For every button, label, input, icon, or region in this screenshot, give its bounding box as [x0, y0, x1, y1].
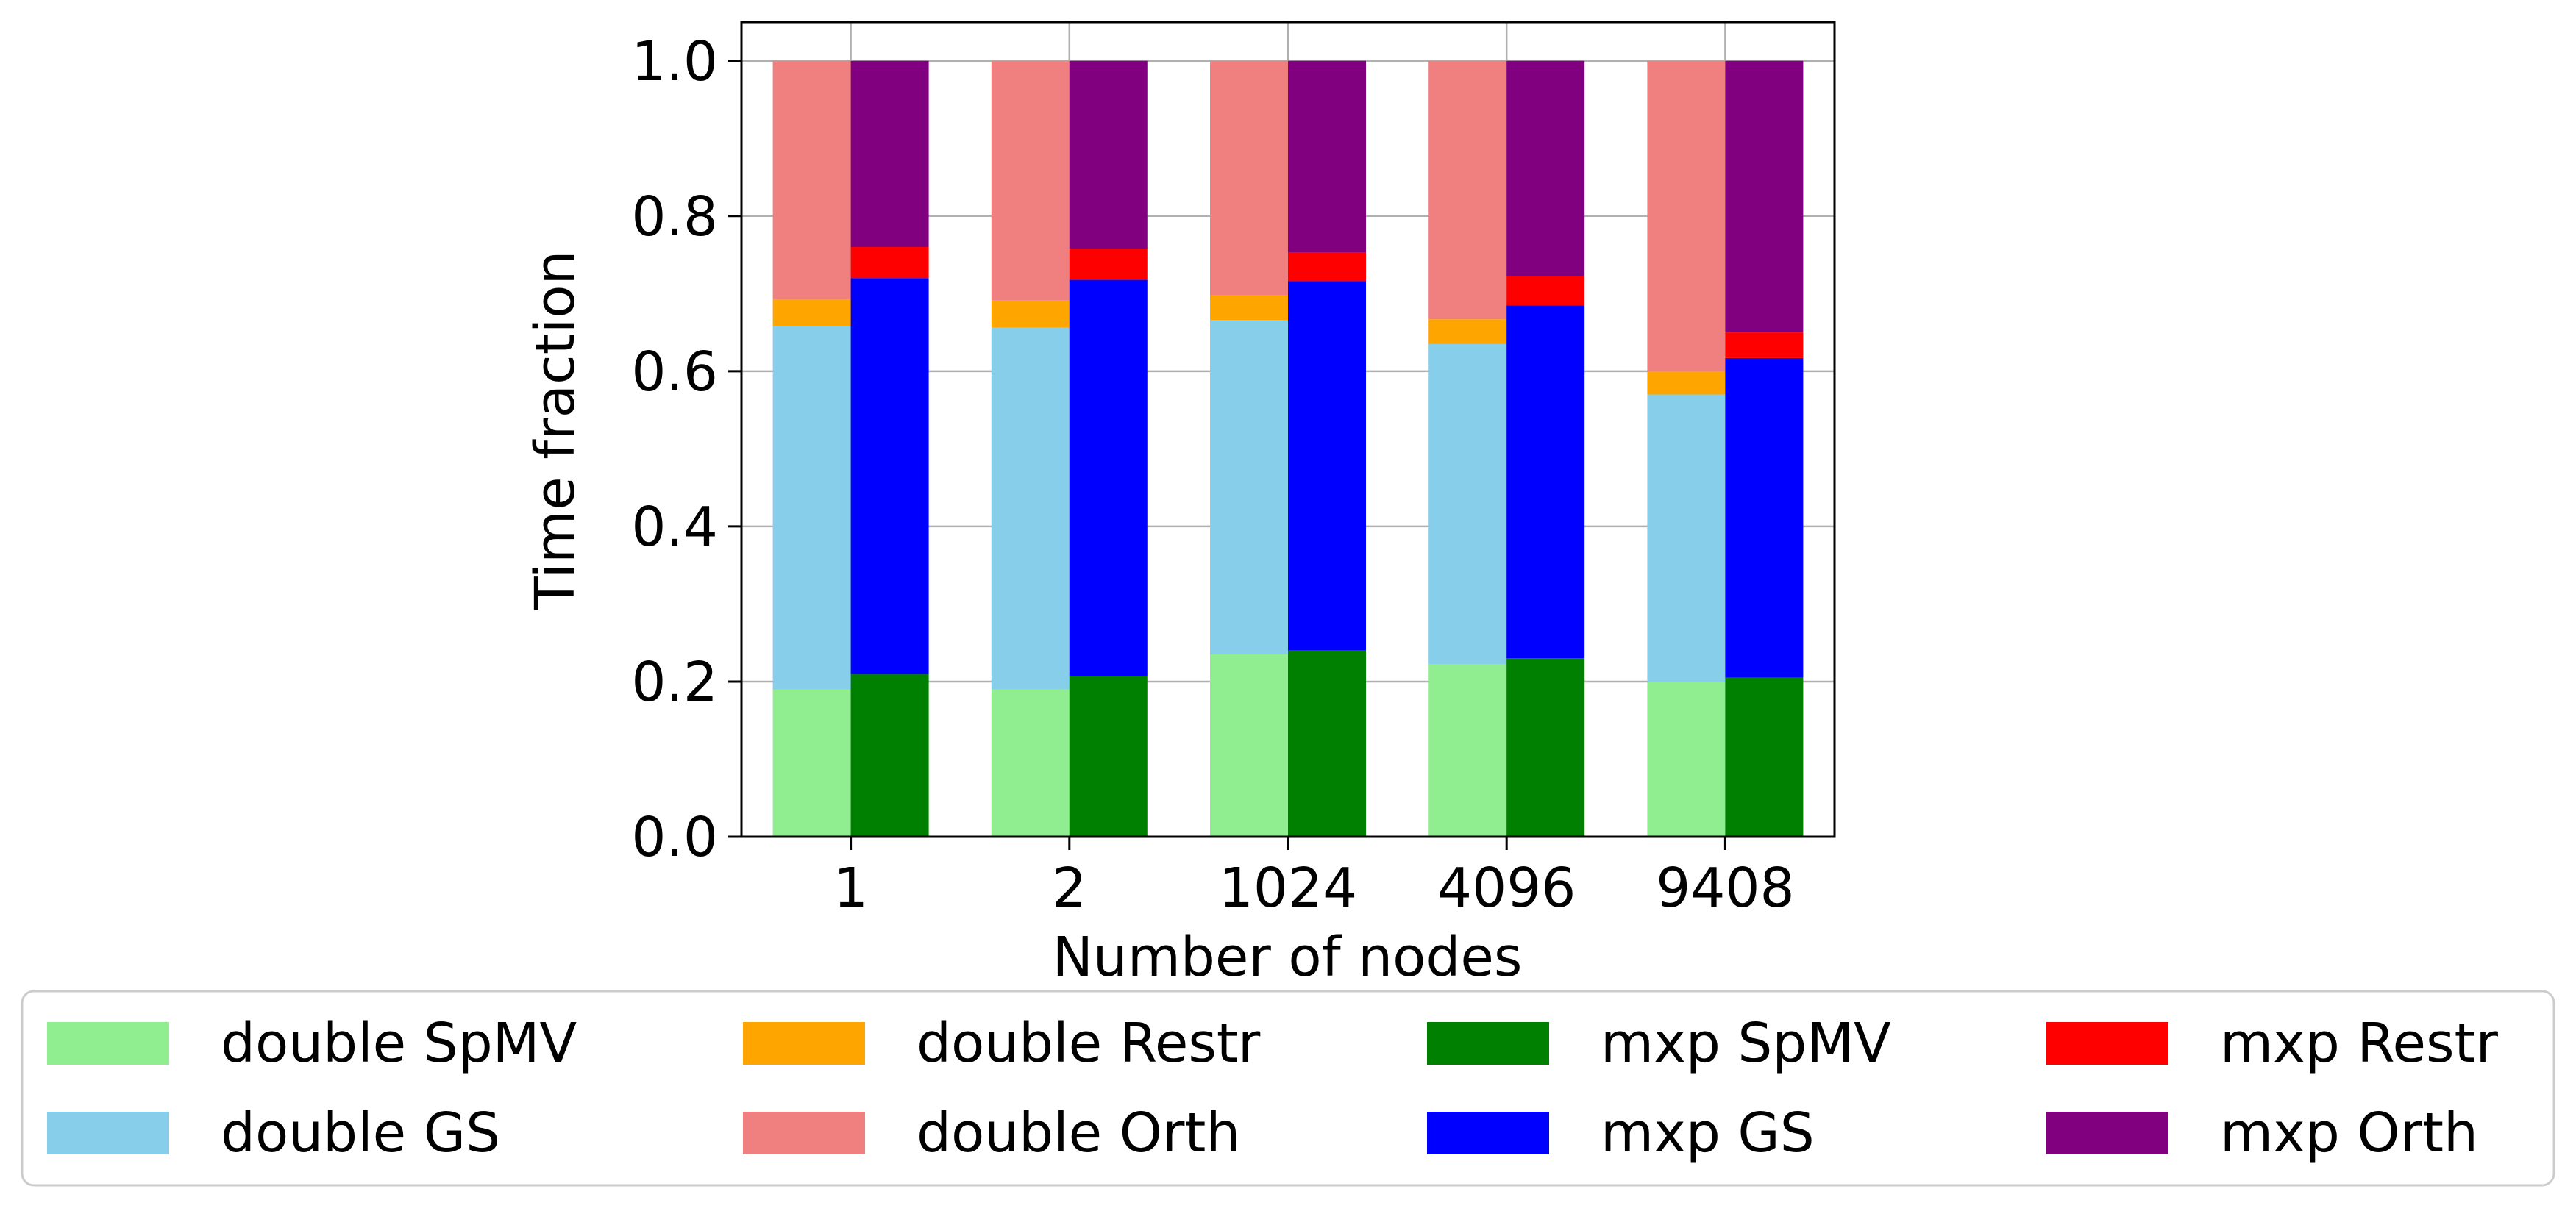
y-tick-label: 1.0: [631, 30, 718, 93]
bar-double-spmv-9408: [1647, 681, 1726, 837]
bar-mxp-restr-1024: [1288, 252, 1366, 282]
legend-label-double-gs: double GS: [221, 1101, 500, 1165]
bar-mxp-restr-1: [850, 247, 929, 279]
bar-double-gs-1024: [1210, 320, 1288, 655]
bar-double-restr-9408: [1647, 371, 1726, 395]
y-tick-label: 0.8: [631, 185, 718, 249]
bar-mxp-spmv-4096: [1506, 658, 1585, 837]
legend-swatch-double-spmv: [47, 1022, 169, 1065]
bar-double-spmv-1024: [1210, 654, 1288, 837]
bar-double-orth-4096: [1428, 60, 1507, 320]
legend-swatch-double-orth: [743, 1112, 865, 1154]
y-axis-label: Time fraction: [524, 251, 587, 611]
bar-mxp-gs-9408: [1725, 357, 1804, 678]
bar-mxp-restr-9408: [1725, 332, 1804, 358]
bar-mxp-spmv-2: [1069, 676, 1148, 837]
x-axis-label: Number of nodes: [1053, 926, 1523, 989]
bar-mxp-spmv-1024: [1288, 650, 1366, 837]
bar-mxp-restr-2: [1069, 249, 1148, 280]
bar-double-orth-2: [991, 60, 1070, 301]
legend-swatch-mxp-restr: [2046, 1022, 2168, 1065]
bar-double-restr-2: [991, 300, 1070, 328]
x-tick-label: 9408: [1656, 857, 1794, 920]
bar-double-spmv-1: [772, 689, 851, 837]
bar-double-gs-4096: [1428, 343, 1507, 665]
bar-mxp-spmv-1: [850, 674, 929, 837]
legend-label-double-orth: double Orth: [917, 1101, 1240, 1165]
legend-swatch-mxp-gs: [1427, 1112, 1549, 1154]
bar-double-orth-9408: [1647, 60, 1726, 371]
legend-swatch-double-restr: [743, 1022, 865, 1065]
x-tick-label: 4096: [1437, 857, 1576, 920]
bar-mxp-orth-2: [1069, 60, 1148, 249]
bar-mxp-restr-4096: [1506, 276, 1585, 306]
bar-double-restr-4096: [1428, 319, 1507, 344]
y-tick-label: 0.6: [631, 340, 718, 404]
x-tick-label: 1: [833, 857, 868, 920]
legend-label-mxp-spmv: mxp SpMV: [1601, 1012, 1891, 1075]
legend-label-mxp-restr: mxp Restr: [2220, 1012, 2499, 1075]
legend-label-double-restr: double Restr: [917, 1012, 1261, 1075]
y-tick-label: 0.0: [631, 806, 718, 869]
bar-double-orth-1024: [1210, 60, 1288, 296]
bar-mxp-gs-1024: [1288, 281, 1366, 651]
legend-label-double-spmv: double SpMV: [221, 1012, 577, 1075]
bar-mxp-orth-9408: [1725, 60, 1804, 333]
bar-mxp-gs-4096: [1506, 305, 1585, 659]
bars: [772, 60, 1804, 837]
legend-swatch-mxp-spmv: [1427, 1022, 1549, 1065]
bar-double-spmv-2: [991, 689, 1070, 837]
legend: double SpMV double Restr mxp SpMV mxp Restr…: [21, 990, 2555, 1187]
bar-mxp-orth-4096: [1506, 60, 1585, 276]
legend-swatch-mxp-orth: [2046, 1112, 2168, 1154]
legend-label-mxp-gs: mxp GS: [1601, 1101, 1815, 1165]
bar-double-spmv-4096: [1428, 664, 1507, 837]
legend-frame: [21, 990, 2555, 1187]
bar-mxp-orth-1: [850, 60, 929, 248]
bar-mxp-gs-2: [1069, 279, 1148, 676]
x-tick-label: 1024: [1219, 857, 1357, 920]
bar-mxp-gs-1: [850, 278, 929, 674]
bar-double-gs-2: [991, 327, 1070, 690]
bar-double-restr-1: [772, 299, 851, 326]
bar-mxp-spmv-9408: [1725, 677, 1804, 837]
legend-label-mxp-orth: mxp Orth: [2220, 1101, 2478, 1165]
bar-double-restr-1024: [1210, 295, 1288, 321]
bar-mxp-orth-1024: [1288, 60, 1366, 253]
axis-ticks: 0.0 0.2 0.4 0.6 0.8 1.0 1 2 1024 4096 9408: [631, 30, 1794, 920]
bar-double-gs-9408: [1647, 394, 1726, 682]
legend-swatch-double-gs: [47, 1112, 169, 1154]
bar-double-orth-1: [772, 60, 851, 299]
y-tick-label: 0.4: [631, 496, 718, 559]
bar-double-gs-1: [772, 326, 851, 690]
y-tick-label: 0.2: [631, 651, 718, 714]
x-tick-label: 2: [1052, 857, 1086, 920]
